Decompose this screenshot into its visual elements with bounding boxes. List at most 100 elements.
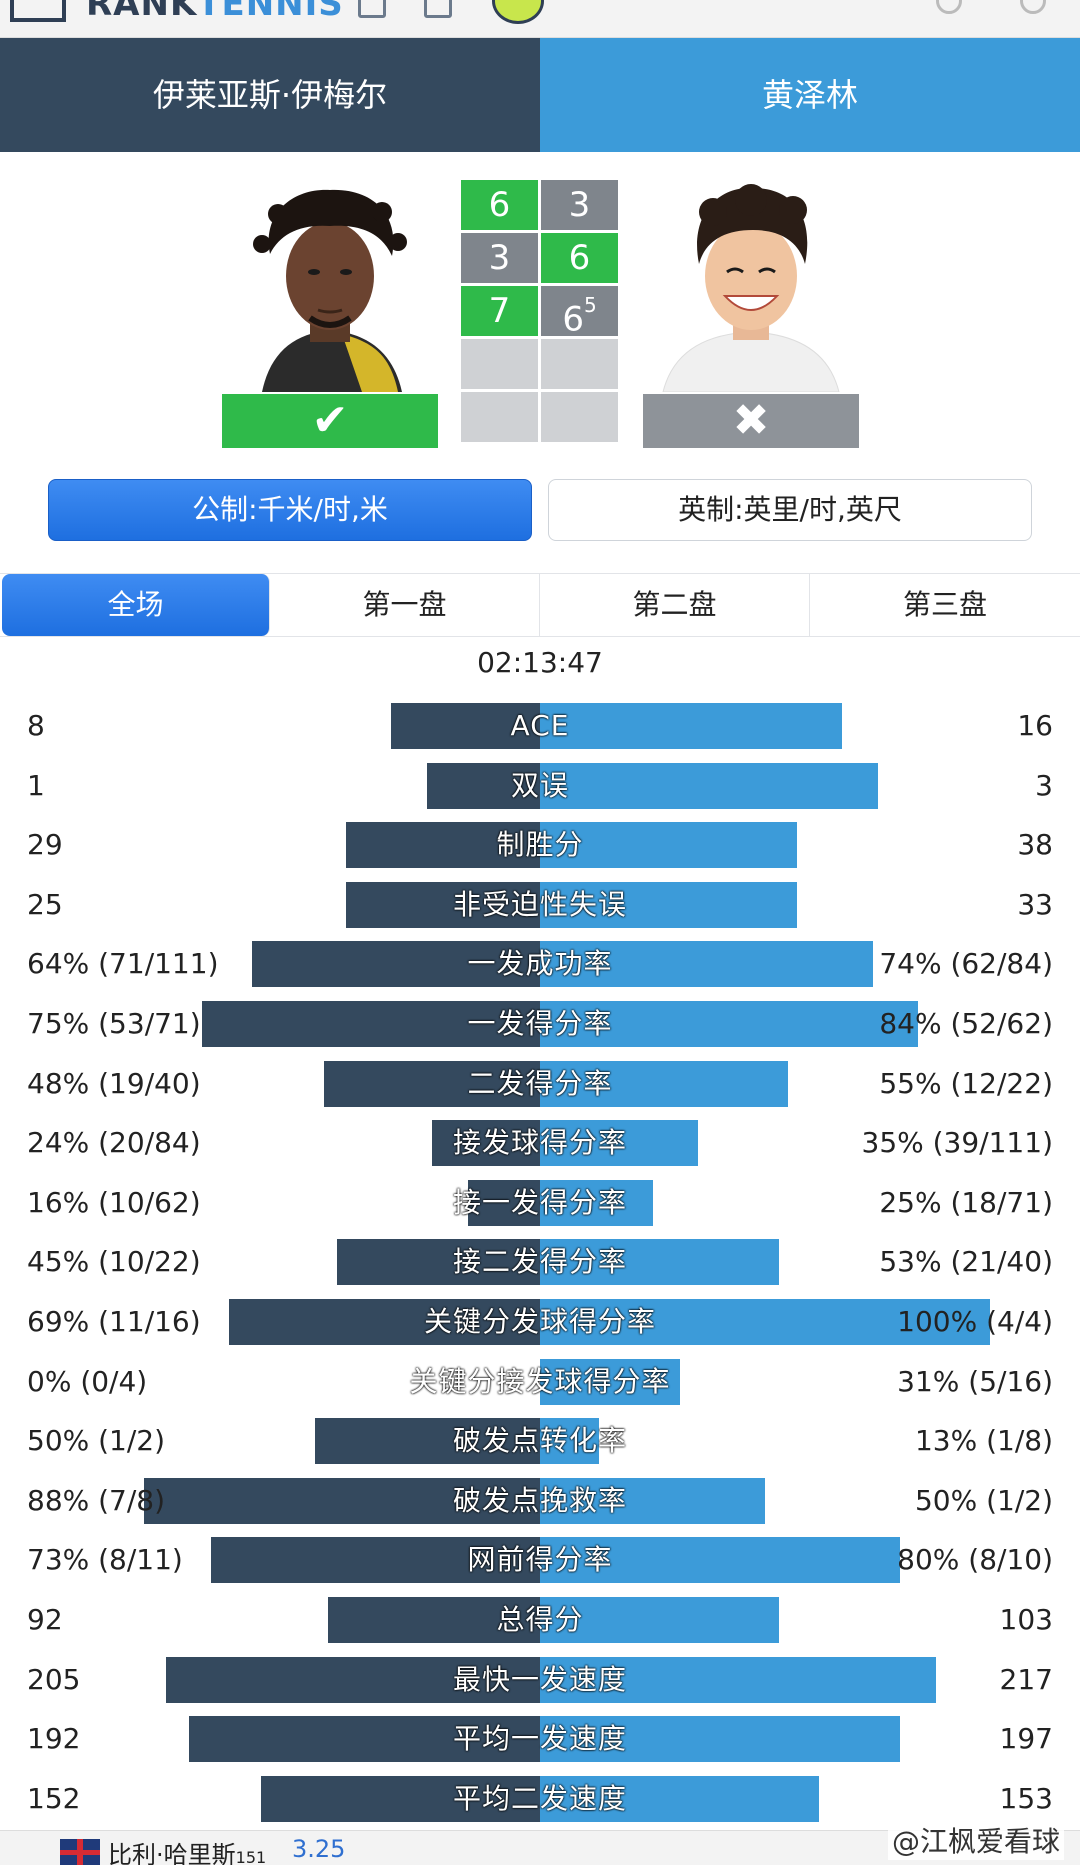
stat-bar-right	[540, 882, 797, 928]
tab-full-match[interactable]: 全场	[2, 574, 270, 636]
set-tabs: 全场 第一盘 第二盘 第三盘	[0, 573, 1080, 637]
stat-label: 破发点挽救率	[452, 1484, 627, 1517]
stat-label: 平均一发速度	[452, 1722, 627, 1755]
stat-value-left: 50% (1/2)	[27, 1424, 166, 1457]
stat-value-left: 1	[27, 769, 45, 802]
stat-label: 总得分	[496, 1603, 584, 1636]
stat-row: 152 153 平均二发速度	[0, 1776, 1080, 1822]
stat-value-right: 16	[1017, 709, 1053, 742]
stat-value-right: 217	[999, 1663, 1053, 1696]
set5-right-score	[541, 392, 618, 442]
stat-row: 88% (7/8) 50% (1/2) 破发点挽救率	[0, 1478, 1080, 1524]
stat-value-left: 73% (8/11)	[27, 1543, 183, 1576]
stat-row: 205 217 最快一发速度	[0, 1657, 1080, 1703]
stat-row: 0% (0/4) 31% (5/16) 关键分接发球得分率	[0, 1359, 1080, 1405]
stat-label: ACE	[510, 709, 570, 742]
loser-cross-icon: ✖	[643, 394, 859, 448]
tab-set-1[interactable]: 第一盘	[270, 574, 540, 636]
user-icon[interactable]	[936, 0, 962, 14]
video-icon[interactable]	[424, 0, 452, 18]
stat-label: 接二发得分率	[452, 1245, 627, 1278]
stat-value-right: 13% (1/8)	[914, 1424, 1053, 1457]
tab-set-3[interactable]: 第三盘	[902, 588, 987, 621]
settings-icon[interactable]	[1020, 0, 1046, 14]
stat-value-right: 197	[999, 1722, 1053, 1755]
stat-row: 8 16 ACE	[0, 703, 1080, 749]
stat-bar-right	[540, 1776, 819, 1822]
player-right-name[interactable]: 黄泽林	[540, 38, 1080, 152]
stat-bar-left	[324, 1061, 540, 1107]
stat-bar-right	[540, 1716, 900, 1762]
stat-value-left: 205	[27, 1663, 81, 1696]
stat-value-right: 3	[1035, 769, 1053, 802]
set2-left-score: 3	[461, 233, 538, 283]
stat-value-left: 75% (53/71)	[27, 1007, 201, 1040]
tab-set-2[interactable]: 第二盘	[540, 574, 810, 636]
app-logo-text: RANKTENNIS	[86, 0, 344, 24]
set4-right-score	[541, 339, 618, 389]
stat-bar-right	[540, 1657, 936, 1703]
stat-bar-right	[540, 822, 797, 868]
stat-value-right: 35% (39/111)	[861, 1126, 1054, 1159]
stat-bar-left	[229, 1299, 540, 1345]
stat-bar-left	[328, 1597, 540, 1643]
stat-value-left: 64% (71/111)	[27, 947, 219, 980]
stat-bar-left	[391, 703, 540, 749]
stat-value-left: 45% (10/22)	[27, 1245, 201, 1278]
stat-label: 关键分接发球得分率	[409, 1365, 671, 1398]
next-player-rank: 151	[235, 1848, 267, 1865]
stat-bar-left	[346, 822, 540, 868]
weibo-watermark: @江枫爱看球	[887, 1820, 1064, 1860]
stat-value-right: 53% (21/40)	[879, 1245, 1053, 1278]
stat-row: 69% (11/16) 100% (4/4) 关键分发球得分率	[0, 1299, 1080, 1345]
stat-row: 192 197 平均一发速度	[0, 1716, 1080, 1762]
stat-bar-right	[540, 763, 878, 809]
stat-value-right: 100% (4/4)	[897, 1305, 1053, 1338]
stat-bar-right	[540, 1120, 698, 1166]
stat-row: 75% (53/71) 84% (52/62) 一发得分率	[0, 1001, 1080, 1047]
stat-value-left: 24% (20/84)	[27, 1126, 201, 1159]
stat-row: 1 3 双误	[0, 763, 1080, 809]
stat-label: 制胜分	[496, 828, 584, 861]
stat-label: 接发球得分率	[452, 1126, 627, 1159]
player-left-name[interactable]: 伊莱亚斯·伊梅尔	[0, 38, 540, 152]
stat-bar-left	[202, 1001, 540, 1047]
stat-value-right: 103	[999, 1603, 1053, 1636]
stat-value-right: 74% (62/84)	[879, 947, 1053, 980]
set5-left-score	[461, 392, 538, 442]
stat-bar-left	[252, 941, 540, 987]
stat-value-left: 8	[27, 709, 45, 742]
stat-value-right: 25% (18/71)	[879, 1186, 1053, 1219]
stat-row: 16% (10/62) 25% (18/71) 接一发得分率	[0, 1180, 1080, 1226]
tennis-ball-icon[interactable]	[492, 0, 544, 24]
uk-flag-icon	[60, 1839, 100, 1865]
stat-bar-right	[540, 1597, 779, 1643]
stat-value-right: 84% (52/62)	[879, 1007, 1053, 1040]
metric-unit-button[interactable]: 公制:千米/时,米	[48, 479, 532, 541]
set3-right-games: 6	[562, 299, 584, 340]
stat-value-right: 31% (5/16)	[897, 1365, 1053, 1398]
player-left-photo	[222, 184, 438, 392]
stat-value-right: 50% (1/2)	[914, 1484, 1053, 1517]
stat-row: 48% (19/40) 55% (12/22) 二发得分率	[0, 1061, 1080, 1107]
stat-value-left: 88% (7/8)	[27, 1484, 166, 1517]
match-duration: 02:13:47	[477, 646, 603, 679]
stat-value-right: 80% (8/10)	[897, 1543, 1053, 1576]
imperial-unit-button[interactable]: 英制:英里/时,英尺	[548, 479, 1032, 541]
stat-label: 破发点转化率	[452, 1424, 627, 1457]
set1-left-score: 6	[461, 180, 538, 230]
next-player-odds: 3.25	[292, 1835, 346, 1863]
stat-value-right: 38	[1017, 828, 1053, 861]
stat-label: 二发得分率	[467, 1067, 613, 1100]
stat-bar-left	[315, 1418, 540, 1464]
stat-row: 24% (20/84) 35% (39/111) 接发球得分率	[0, 1120, 1080, 1166]
stat-value-left: 92	[27, 1603, 63, 1636]
stat-value-left: 192	[27, 1722, 81, 1755]
next-player-name-wrap: 比利·哈里斯151	[108, 1835, 266, 1865]
grid-icon[interactable]	[358, 0, 386, 18]
stat-bar-right	[540, 1359, 680, 1405]
stat-bar-left	[346, 882, 540, 928]
stat-value-right: 153	[999, 1782, 1053, 1815]
stat-value-left: 25	[27, 888, 63, 921]
